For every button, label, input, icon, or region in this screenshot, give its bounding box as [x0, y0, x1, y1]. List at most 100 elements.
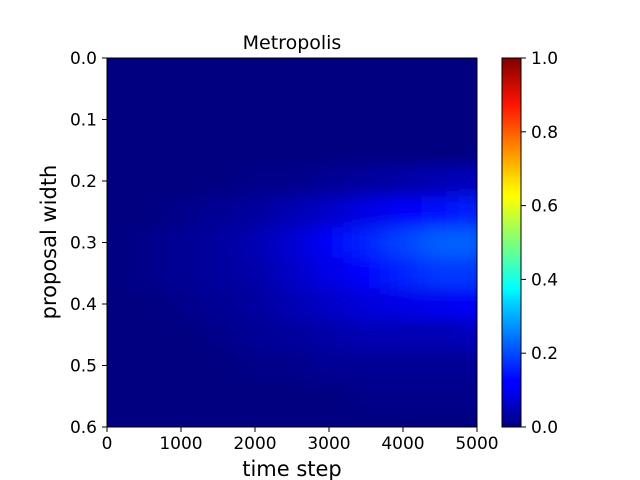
- heatmap-cell: [125, 58, 163, 74]
- y-tick-label: 0.0: [70, 49, 97, 69]
- x-axis-label: time step: [242, 457, 342, 480]
- heatmap-cell: [347, 134, 385, 167]
- heatmap-cell: [162, 196, 200, 228]
- heatmap-cell: [384, 227, 422, 259]
- heatmap-cell: [384, 165, 422, 197]
- heatmap-cell: [162, 411, 200, 427]
- heatmap-cell: [458, 411, 477, 427]
- heatmap-cell: [273, 380, 311, 413]
- heatmap-cell: [347, 411, 385, 427]
- heatmap-cell: [347, 288, 385, 320]
- x-tick-label: 0: [102, 434, 113, 454]
- y-tick-label: 0.4: [70, 295, 97, 315]
- heatmap-cell: [162, 134, 200, 167]
- heatmap-cell: [125, 165, 163, 197]
- heatmap-cell: [458, 380, 477, 413]
- heatmap-cell: [125, 196, 163, 228]
- heatmap-cell: [273, 73, 311, 105]
- heatmap-cell: [458, 134, 477, 167]
- colorbar-tick-label: 0.2: [531, 344, 558, 364]
- heatmap-cell: [125, 350, 163, 382]
- heatmap-cell: [310, 104, 348, 136]
- heatmap-cell: [421, 319, 459, 351]
- heatmap-cell: [107, 350, 126, 382]
- heatmap-cell: [107, 380, 126, 413]
- heatmap-cell: [107, 411, 126, 427]
- y-axis-label: proposal width: [37, 165, 61, 320]
- heatmap-cell: [347, 58, 385, 74]
- heatmap-cell: [310, 227, 348, 259]
- heatmap-cell: [384, 380, 422, 413]
- heatmap-cell: [421, 380, 459, 413]
- heatmap-cell: [421, 58, 459, 74]
- heatmap-cell: [236, 350, 274, 382]
- heatmap-cell: [458, 196, 477, 228]
- heatmap-cell: [421, 227, 459, 259]
- heatmap-cell: [107, 196, 126, 228]
- heatmap-cell: [199, 411, 237, 427]
- heatmap-cell: [421, 104, 459, 136]
- heatmap-cell: [236, 257, 274, 290]
- y-tick-label: 0.6: [70, 418, 97, 438]
- heatmap-cell: [384, 411, 422, 427]
- heatmap-cell: [384, 196, 422, 228]
- heatmap-cell: [125, 104, 163, 136]
- heatmap-cell: [458, 319, 477, 351]
- heatmap-cell: [347, 257, 385, 290]
- heatmap-cell: [421, 196, 459, 228]
- heatmap-cell: [310, 350, 348, 382]
- heatmap-cell: [310, 73, 348, 105]
- colorbar-tick-label: 1.0: [531, 49, 558, 69]
- heatmap-cell: [273, 104, 311, 136]
- heatmap-cell: [273, 288, 311, 320]
- heatmap-cell: [384, 134, 422, 167]
- heatmap-cell: [236, 134, 274, 167]
- heatmap-cell: [199, 73, 237, 105]
- heatmap-cell: [236, 104, 274, 136]
- colorbar-frame: [501, 57, 522, 428]
- heatmap-cell: [347, 350, 385, 382]
- heatmap-cell: [310, 288, 348, 320]
- heatmap-cell: [310, 196, 348, 228]
- heatmap-cell: [347, 165, 385, 197]
- x-tick-label: 4000: [381, 434, 424, 454]
- heatmap-cell: [310, 411, 348, 427]
- plot-area: [106, 57, 478, 428]
- heatmap-cell: [384, 319, 422, 351]
- colorbar-tick-label: 0.6: [531, 197, 558, 217]
- heatmap-cell: [199, 350, 237, 382]
- heatmap-cell: [458, 104, 477, 136]
- heatmap-cell: [458, 350, 477, 382]
- heatmap-cell: [162, 350, 200, 382]
- heatmap-cell: [458, 165, 477, 197]
- x-tick-label: 1000: [159, 434, 202, 454]
- heatmap-cell: [125, 227, 163, 259]
- heatmap-cell: [273, 411, 311, 427]
- heatmap-cell: [421, 73, 459, 105]
- heatmap-cell: [310, 58, 348, 74]
- heatmap-cell: [384, 104, 422, 136]
- heatmap-cell: [310, 380, 348, 413]
- heatmap-cell: [125, 380, 163, 413]
- chart-title: Metropolis: [243, 32, 342, 54]
- heatmap-cell: [310, 134, 348, 167]
- heatmap-cell: [199, 58, 237, 74]
- heatmap-cell: [125, 319, 163, 351]
- heatmap-cell: [162, 288, 200, 320]
- heatmap-cell: [199, 134, 237, 167]
- heatmap-cell: [162, 319, 200, 351]
- heatmap-cell: [199, 227, 237, 259]
- heatmap-cell: [199, 319, 237, 351]
- heatmap-cell: [125, 73, 163, 105]
- heatmap-cell: [236, 288, 274, 320]
- heatmap-cells: [107, 58, 477, 427]
- heatmap-cell: [273, 58, 311, 74]
- x-tick-label: 3000: [307, 434, 350, 454]
- colorbar-tick-label: 0.8: [531, 123, 558, 143]
- heatmap-cell: [273, 257, 311, 290]
- heatmap-cell: [125, 134, 163, 167]
- heatmap-cell: [384, 73, 422, 105]
- heatmap-cell: [199, 165, 237, 197]
- heatmap-cell: [273, 196, 311, 228]
